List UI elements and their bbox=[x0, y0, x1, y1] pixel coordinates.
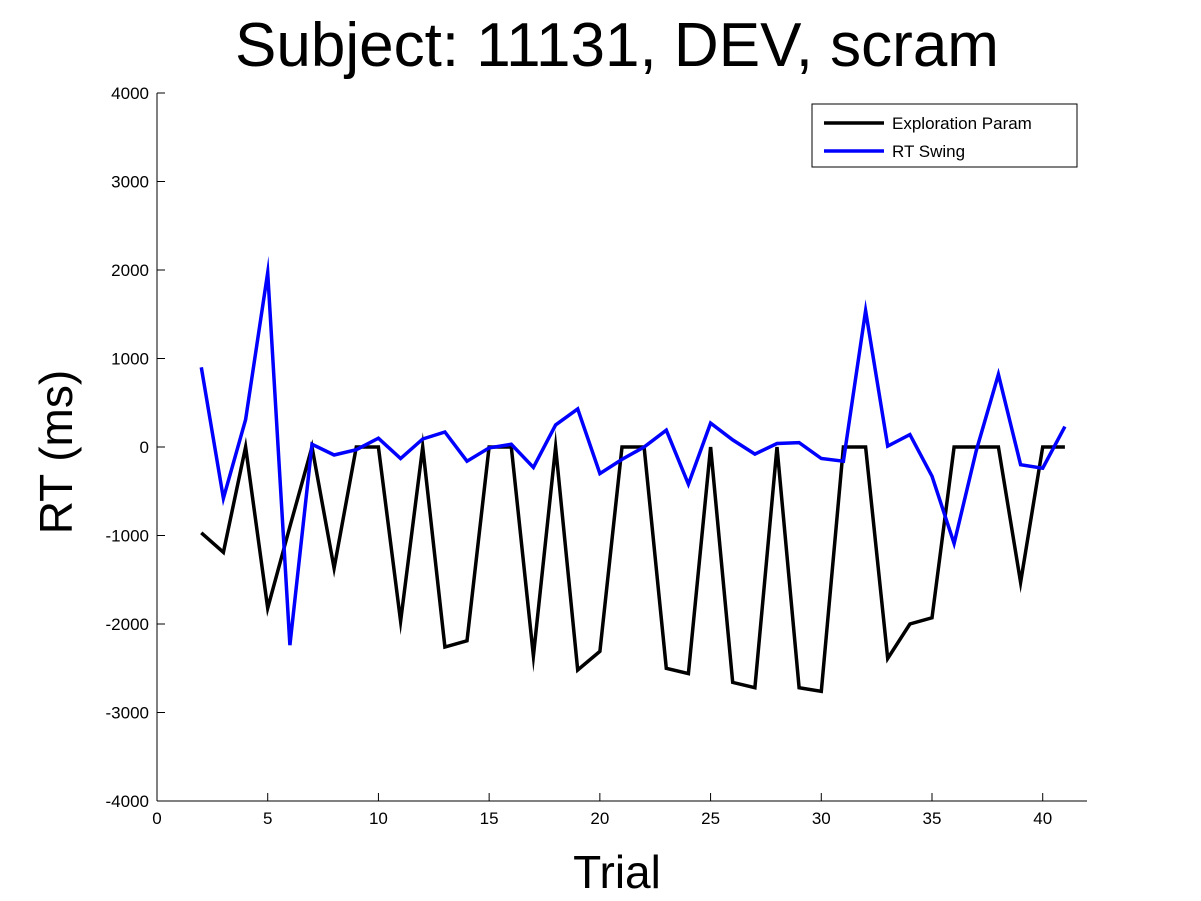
chart-title: Subject: 11131, DEV, scram bbox=[235, 11, 999, 80]
plot-area bbox=[199, 255, 1067, 694]
series-line bbox=[200, 429, 1065, 694]
legend: Exploration Param RT Swing bbox=[811, 103, 1078, 168]
x-tick-label: 15 bbox=[480, 809, 499, 828]
x-tick-label: 0 bbox=[152, 809, 161, 828]
x-tick-label: 40 bbox=[1033, 809, 1052, 828]
legend-box bbox=[811, 103, 1078, 168]
y-axis-label: RT (ms) bbox=[30, 370, 82, 534]
y-tick-label: 1000 bbox=[111, 350, 149, 369]
x-tick-label: 30 bbox=[812, 809, 831, 828]
x-tick-label: 10 bbox=[369, 809, 388, 828]
y-tick-label: -1000 bbox=[106, 527, 149, 546]
axes: 0 5 10 15 20 25 30 35 40 -4000 -3000 -2000 -1000 0 100… bbox=[106, 84, 1087, 828]
y-tick-label: 2000 bbox=[111, 261, 149, 280]
y-tick-label: 4000 bbox=[111, 84, 149, 103]
y-tick-label: -3000 bbox=[106, 704, 149, 723]
x-tick-label: 35 bbox=[923, 809, 942, 828]
series-line bbox=[199, 255, 1067, 646]
x-axis-label: Trial bbox=[573, 846, 661, 898]
legend-label: RT Swing bbox=[892, 142, 965, 161]
x-tick-label: 20 bbox=[590, 809, 609, 828]
legend-label: Exploration Param bbox=[892, 114, 1032, 133]
y-tick-label: -4000 bbox=[106, 792, 149, 811]
x-tick-label: 25 bbox=[701, 809, 720, 828]
x-tick-label: 5 bbox=[263, 809, 272, 828]
y-tick-label: 3000 bbox=[111, 173, 149, 192]
y-tick-label: 0 bbox=[140, 438, 149, 457]
y-tick-label: -2000 bbox=[106, 615, 149, 634]
